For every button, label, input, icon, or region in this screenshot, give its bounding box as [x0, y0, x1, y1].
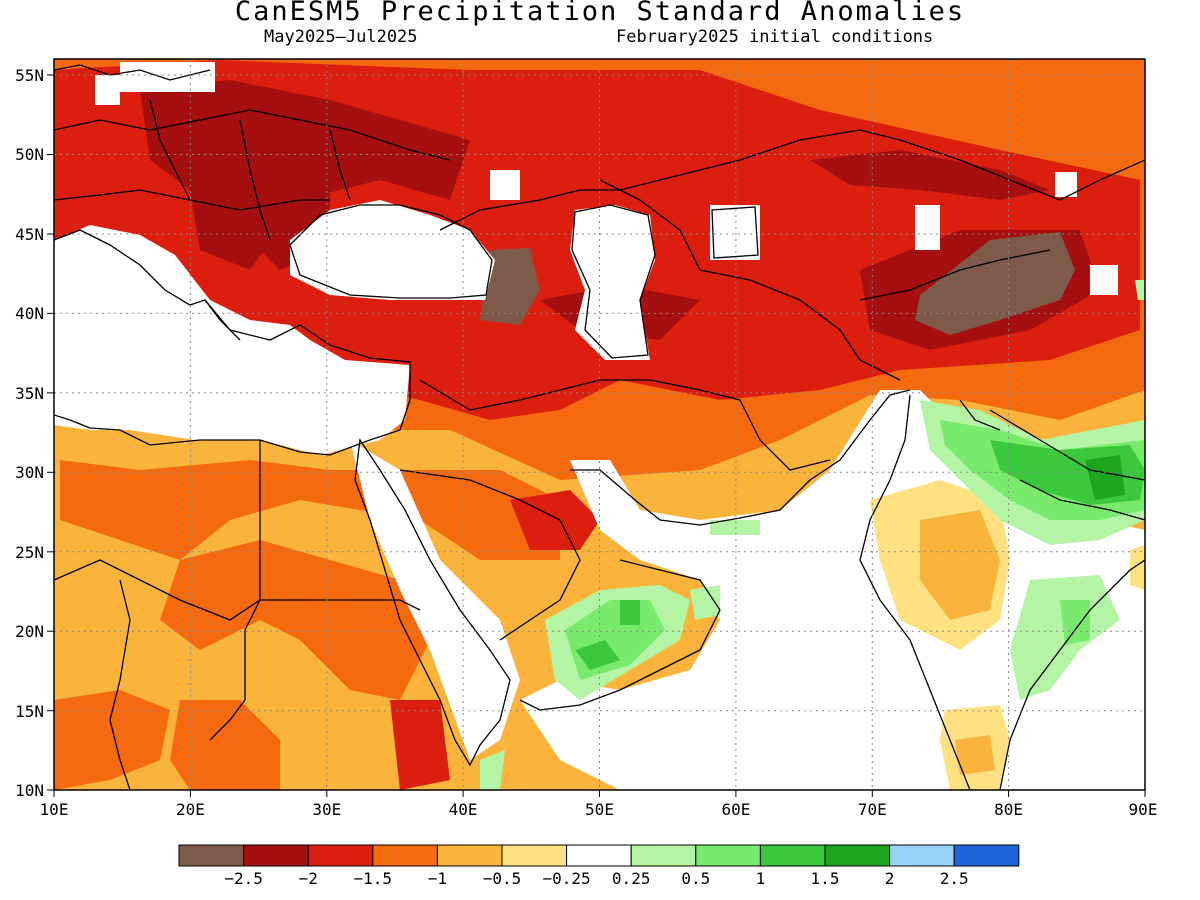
colorbar-label: −1 — [428, 869, 447, 888]
lat-ticks: 55N 50N 45N 40N 35N 30N 25N 20N 15N 10N — [15, 66, 54, 800]
colorbar-label: −0.25 — [543, 869, 591, 888]
colorbar-swatch — [436, 844, 503, 867]
lat-label-25n: 25N — [15, 543, 44, 562]
initial-conditions: February2025 initial conditions — [616, 27, 934, 47]
lat-label-55n: 55N — [15, 66, 44, 85]
lon-label-70e: 70E — [858, 800, 887, 819]
colorbar-swatch — [759, 844, 826, 867]
colorbar-swatch — [889, 844, 955, 867]
forecast-period: May2025–Jul2025 — [264, 27, 418, 47]
lat-label-35n: 35N — [15, 384, 44, 403]
colorbar-label: 2.5 — [940, 869, 969, 888]
colorbar-swatch — [824, 844, 891, 867]
colorbar-swatch — [178, 844, 245, 867]
colorbar: −2.5 −2 −1.5 −1 −0.5 −0.25 0.25 0.5 1 1.5 2 2.5 — [178, 844, 1020, 888]
lon-label-30e: 30E — [312, 800, 341, 819]
lon-label-10e: 10E — [40, 800, 69, 819]
lon-ticks: 10E 20E 30E 40E 50E 60E 70E 80E 90E — [40, 790, 1158, 819]
lat-label-15n: 15N — [15, 702, 44, 721]
colorbar-swatch — [953, 844, 1020, 867]
lat-label-40n: 40N — [15, 304, 44, 323]
colorbar-swatch — [243, 844, 309, 867]
colorbar-label: 0.25 — [612, 869, 651, 888]
lat-label-30n: 30N — [15, 463, 44, 482]
colorbar-label: 1 — [756, 869, 766, 888]
colorbar-label: −1.5 — [354, 869, 393, 888]
colorbar-label: −2.5 — [224, 869, 263, 888]
colorbar-label: 1.5 — [811, 869, 840, 888]
colorbar-swatch — [695, 844, 761, 867]
lat-label-50n: 50N — [15, 145, 44, 164]
colorbar-label: 0.5 — [681, 869, 710, 888]
map-title: CanESM5 Precipitation Standard Anomalies — [234, 0, 966, 27]
lon-label-40e: 40E — [449, 800, 478, 819]
colorbar-label: −0.5 — [483, 869, 522, 888]
anomaly-fill — [54, 59, 1145, 790]
coastlines — [54, 64, 1145, 790]
colorbar-swatch — [307, 844, 374, 867]
lon-label-50e: 50E — [585, 800, 614, 819]
lon-label-80e: 80E — [994, 800, 1023, 819]
colorbar-label: 2 — [885, 869, 895, 888]
lat-label-20n: 20N — [15, 622, 44, 641]
grid-lines — [54, 59, 1145, 790]
lon-label-20e: 20E — [176, 800, 205, 819]
colorbar-swatch — [372, 844, 438, 867]
colorbar-swatch — [630, 844, 697, 867]
colorbar-swatch — [501, 844, 568, 867]
lon-label-90e: 90E — [1129, 800, 1158, 819]
lat-label-10n: 10N — [15, 781, 44, 800]
lat-label-45n: 45N — [15, 225, 44, 244]
colorbar-label: −2 — [299, 869, 318, 888]
lon-label-60e: 60E — [721, 800, 750, 819]
colorbar-swatch — [566, 844, 632, 867]
